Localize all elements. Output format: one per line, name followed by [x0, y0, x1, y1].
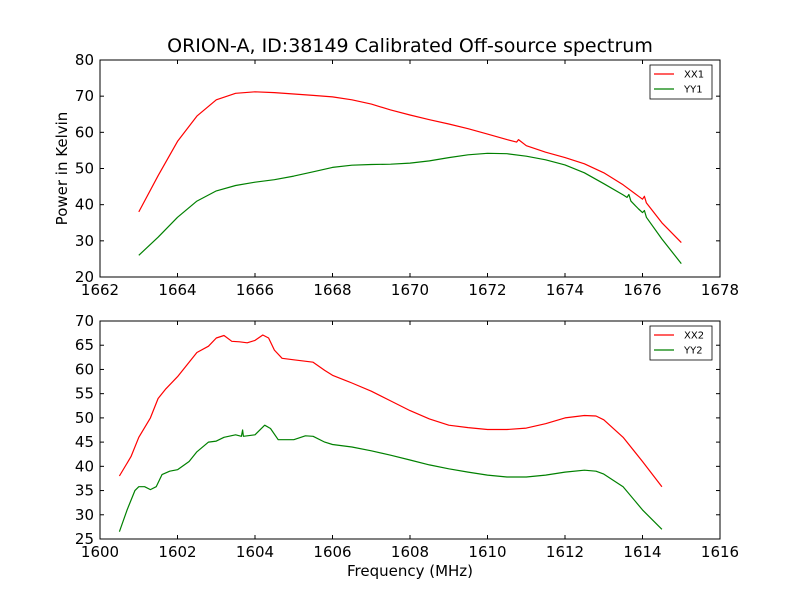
x-tick-label: 1670	[391, 281, 429, 299]
x-tick-label: 1672	[468, 281, 506, 299]
y-tick-label: 30	[75, 506, 94, 524]
y-tick-label: 25	[75, 530, 94, 548]
x-tick-label: 1608	[391, 543, 429, 561]
x-tick-label: 1616	[701, 543, 739, 561]
y-tick-label: 20	[75, 268, 94, 286]
x-tick-label: 1662	[81, 281, 119, 299]
y-tick-label: 65	[75, 336, 94, 354]
x-tick-label: 1612	[546, 543, 584, 561]
y-tick-label: 50	[75, 409, 94, 427]
x-axis-label: Frequency (MHz)	[347, 562, 473, 580]
plot-frame	[99, 59, 721, 278]
x-tick-label: 1664	[158, 281, 196, 299]
legend-label-xx2: XX2	[684, 331, 704, 342]
y-tick-label: 60	[75, 123, 94, 141]
x-tick-label: 1610	[468, 543, 506, 561]
x-tick-label: 1666	[236, 281, 274, 299]
y-tick-label: 30	[75, 232, 94, 250]
y-tick-label: 80	[75, 51, 94, 69]
x-tick-label: 1604	[236, 543, 274, 561]
y-tick-label: 40	[75, 196, 94, 214]
legend-label-yy1: YY1	[683, 85, 703, 96]
legend-label-yy2: YY2	[683, 346, 703, 357]
y-tick-label: 60	[75, 360, 94, 378]
series-line-yy1	[138, 152, 682, 264]
x-tick-label: 1676	[623, 281, 661, 299]
x-tick-label: 1674	[546, 281, 584, 299]
x-tick-label: 1600	[81, 543, 119, 561]
plot-frame	[99, 320, 721, 540]
y-tick-label: 35	[75, 482, 94, 500]
legend-box	[649, 64, 713, 100]
chart-title: ORION-A, ID:38149 Calibrated Off-source …	[167, 35, 653, 57]
series-line-xx2	[118, 334, 663, 488]
chart-panel-1: 1662 1664 1666 1668 1670 1672 1674 1676 1678 20 30…	[53, 51, 739, 299]
series-line-yy2	[118, 424, 663, 532]
y-tick-label: 40	[75, 457, 94, 475]
x-tick-label: 1602	[158, 543, 196, 561]
series-line-xx1	[138, 91, 682, 244]
y-tick-label: 70	[75, 87, 94, 105]
y-tick-label: 70	[75, 312, 94, 330]
y-tick-label: 45	[75, 433, 94, 451]
x-tick-label: 1678	[701, 281, 739, 299]
x-tick-label: 1668	[313, 281, 351, 299]
legend-label-xx1: XX1	[684, 70, 704, 81]
y-tick-label: 50	[75, 160, 94, 178]
legend-box	[649, 325, 713, 361]
x-tick-label: 1606	[313, 543, 351, 561]
y-tick-label: 55	[75, 385, 94, 403]
y-axis-label: Power in Kelvin	[53, 112, 71, 226]
chart-panel-2: 1600 1602 1604 1606 1608 1610 1612 1614 1616 25 30…	[75, 312, 739, 580]
x-tick-label: 1614	[623, 543, 661, 561]
